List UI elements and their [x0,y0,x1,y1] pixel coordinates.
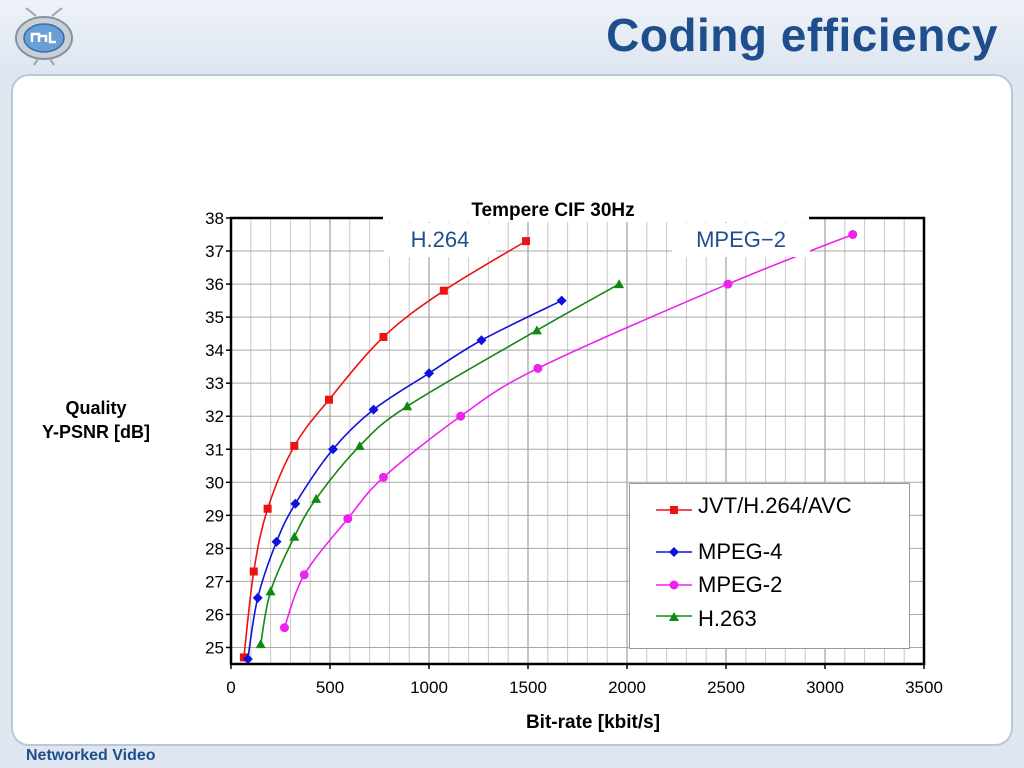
y-tick-label: 30 [205,473,224,492]
data-point-jvt-h-264-avc [522,237,531,246]
data-point-mpeg-2 [279,623,289,633]
legend-triangle-marker-icon [656,612,692,621]
data-point-mpeg-4 [242,654,253,665]
y-tick-label: 33 [205,374,224,393]
y-tick-label: 26 [205,605,224,624]
data-point-jvt-h-264-avc [249,567,258,576]
x-axis-title: Bit-rate [kbit/s] [526,712,660,733]
data-point-h-263 [402,401,413,411]
data-point-mpeg-2 [723,279,733,289]
data-point-mpeg-2 [848,230,858,240]
y-tick-label: 35 [205,308,224,327]
y-tick-label: 27 [205,572,224,591]
data-point-mpeg-2 [533,363,543,373]
data-point-mpeg-4 [476,335,487,346]
y-tick-label: 36 [205,275,224,294]
x-tick-label: 3000 [806,678,844,697]
chart-title: Tempere CIF 30Hz [471,200,634,221]
data-point-mpeg-2 [299,570,309,580]
data-point-h-263 [311,493,322,503]
data-point-mpeg-2 [456,411,466,421]
y-axis-title: Quality Y-PSNR [dB] [40,396,152,444]
y-tick-label: 34 [205,341,224,360]
data-point-mpeg-2 [378,472,388,482]
x-tick-label: 3500 [905,678,943,697]
data-point-mpeg-4 [556,295,567,306]
data-point-jvt-h-264-avc [290,441,299,450]
data-point-jvt-h-264-avc [439,286,448,295]
legend-label-mpeg2: MPEG-2 [698,572,783,597]
data-point-mpeg-4 [327,444,338,455]
x-tick-label: 2000 [608,678,646,697]
data-point-mpeg-4 [252,592,263,603]
y-tick-label: 28 [205,539,224,558]
legend-label-jvt: JVT/H.264/AVC [698,493,852,518]
data-point-mpeg-4 [271,536,282,547]
legend-item-mpeg4: MPEG-4 [656,538,782,566]
data-point-mpeg-4 [290,498,301,509]
y-axis-title-line-2: Y-PSNR [dB] [42,422,150,442]
y-tick-label: 25 [205,638,224,657]
data-point-jvt-h-264-avc [239,653,248,662]
x-tick-label: 0 [226,678,235,697]
legend-item-mpeg2: MPEG-2 [656,571,782,599]
data-point-mpeg-4 [424,368,434,379]
x-tick-label: 1500 [509,678,547,697]
ml-tv-logo-icon [15,7,73,66]
title-backing [383,196,809,222]
data-point-h-263 [614,279,625,289]
y-tick-label: 37 [205,242,224,261]
data-point-h-263 [265,586,276,596]
y-tick-label: 29 [205,506,224,525]
legend-item-jvt: JVT/H.264/AVC [656,492,852,520]
data-point-h-263 [354,440,365,450]
y-tick-label: 32 [205,407,224,426]
legend-square-marker-icon [656,506,692,514]
data-point-jvt-h-264-avc [325,395,334,404]
footer-label: Networked Video [26,747,156,764]
legend-item-h263: H.263 [656,605,757,633]
data-point-mpeg-4 [368,404,379,415]
legend-diamond-marker-icon [656,547,692,557]
data-point-h-263 [531,325,542,335]
mpeg2-callout: MPEG−2 [672,223,810,257]
chart-legend: JVT/H.264/AVC MPEG-4 MPEG-2 H.263 [629,483,910,649]
x-tick-label: 2500 [707,678,745,697]
legend-circle-marker-icon [656,580,692,590]
data-point-h-263 [255,639,266,649]
data-point-h-263 [289,531,300,541]
legend-label-mpeg4: MPEG-4 [698,539,783,564]
y-tick-label: 31 [205,440,224,459]
x-tick-label: 1000 [410,678,448,697]
legend-label-h263: H.263 [698,606,757,631]
y-tick-label: 38 [205,209,224,228]
data-point-mpeg-2 [343,514,353,524]
x-tick-label: 500 [316,678,344,697]
h264-callout: H.264 [384,223,496,257]
slide-title: Coding efficiency [606,9,998,61]
y-axis-title-line-1: Quality [65,398,127,418]
header-band [0,0,1024,78]
data-point-jvt-h-264-avc [263,504,272,513]
data-point-jvt-h-264-avc [379,332,388,341]
